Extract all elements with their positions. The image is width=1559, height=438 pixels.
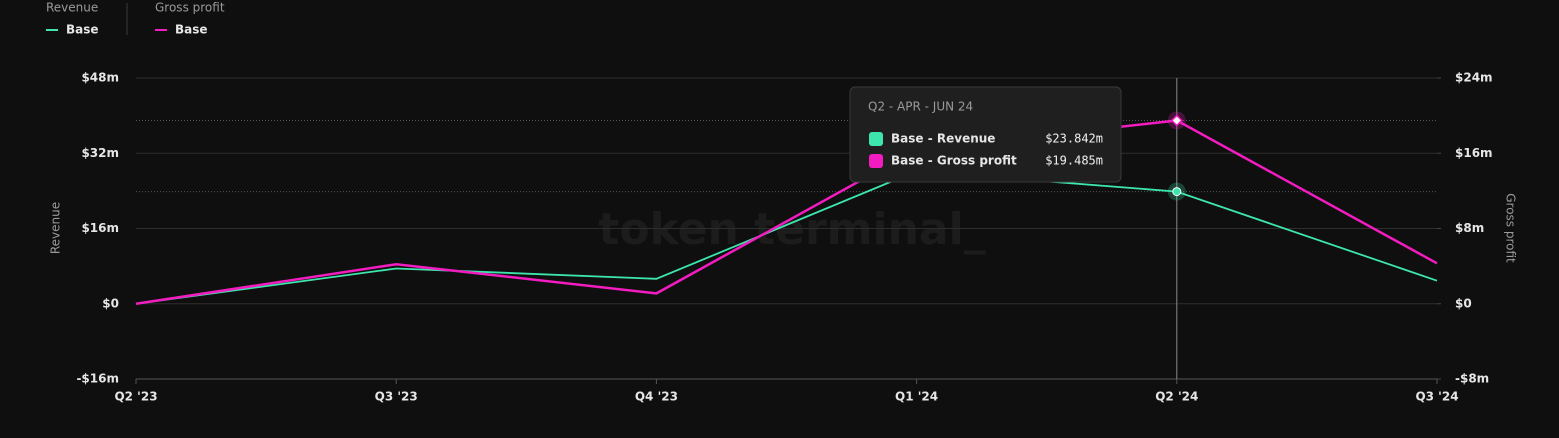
hover-point xyxy=(1170,114,1183,127)
tooltip-label: Base - Revenue xyxy=(891,132,995,146)
y-tick-label: -$16m xyxy=(76,372,119,386)
y2-tick-label: $8m xyxy=(1455,221,1484,235)
legend-label: Base xyxy=(175,23,208,37)
tooltip-box xyxy=(849,86,1122,183)
x-tick-label: Q2 '23 xyxy=(114,390,157,404)
y2-tick-label: $0 xyxy=(1455,296,1472,310)
tooltip-value: $23.842m xyxy=(1045,132,1103,146)
series-line xyxy=(135,170,1438,305)
tooltip-label: Base - Gross profit xyxy=(891,154,1017,168)
tooltip-swatch xyxy=(869,154,883,168)
tooltip-title: Q2 - APR - JUN 24 xyxy=(868,100,973,114)
x-tick-label: Q2 '24 xyxy=(1155,390,1198,404)
y2-axis-label: Gross profit xyxy=(1504,193,1518,263)
legend-group-title: Gross profit xyxy=(155,1,225,15)
tooltip-value: $19.485m xyxy=(1045,154,1103,168)
x-tick-label: Q3 '23 xyxy=(375,390,418,404)
y2-tick-label: $24m xyxy=(1455,71,1493,85)
watermark: token terminal_ xyxy=(598,204,985,255)
tooltip: Q2 - APR - JUN 24 Base - Revenue $23.842m B… xyxy=(849,86,1122,183)
hover-point xyxy=(1172,187,1182,197)
legend-group-title: Revenue xyxy=(46,1,98,15)
x-tick-label: Q3 '24 xyxy=(1415,390,1458,404)
x-tick-label: Q1 '24 xyxy=(895,390,938,404)
y-tick-label: $48m xyxy=(81,71,119,85)
y-axis-label: Revenue xyxy=(49,202,63,254)
y-tick-label: $32m xyxy=(81,146,119,160)
x-tick-label: Q4 '23 xyxy=(635,390,678,404)
y-tick-label: $0 xyxy=(102,296,119,310)
series-line xyxy=(135,119,1438,305)
legend-label: Base xyxy=(66,23,99,37)
y2-tick-label: $16m xyxy=(1455,146,1493,160)
tooltip-swatch xyxy=(869,132,883,146)
y2-tick-label: -$8m xyxy=(1455,372,1489,386)
y-tick-label: $16m xyxy=(81,221,119,235)
